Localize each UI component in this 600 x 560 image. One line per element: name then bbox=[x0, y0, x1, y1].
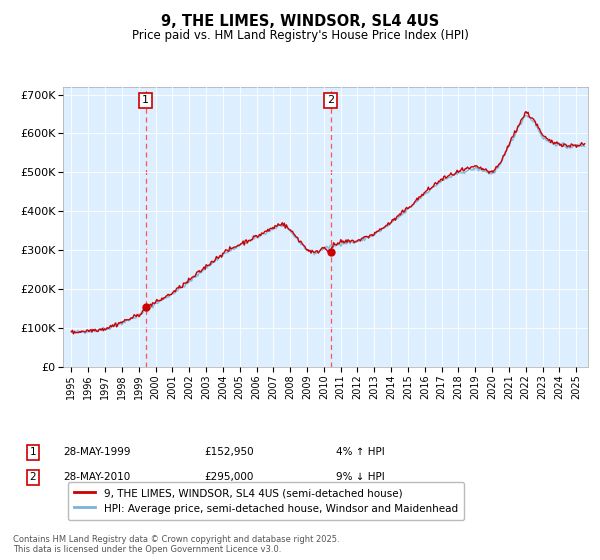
Text: 9% ↓ HPI: 9% ↓ HPI bbox=[336, 472, 385, 482]
Text: 9, THE LIMES, WINDSOR, SL4 4US: 9, THE LIMES, WINDSOR, SL4 4US bbox=[161, 14, 439, 29]
Legend: 9, THE LIMES, WINDSOR, SL4 4US (semi-detached house), HPI: Average price, semi-d: 9, THE LIMES, WINDSOR, SL4 4US (semi-det… bbox=[68, 482, 464, 520]
Text: 28-MAY-2010: 28-MAY-2010 bbox=[63, 472, 130, 482]
Text: Contains HM Land Registry data © Crown copyright and database right 2025.
This d: Contains HM Land Registry data © Crown c… bbox=[13, 535, 340, 554]
Text: 2: 2 bbox=[327, 95, 334, 105]
Text: 4% ↑ HPI: 4% ↑ HPI bbox=[336, 447, 385, 458]
Text: 28-MAY-1999: 28-MAY-1999 bbox=[63, 447, 131, 458]
Text: 1: 1 bbox=[29, 447, 37, 458]
Text: £152,950: £152,950 bbox=[204, 447, 254, 458]
Text: 2: 2 bbox=[29, 472, 37, 482]
Text: 1: 1 bbox=[142, 95, 149, 105]
Text: Price paid vs. HM Land Registry's House Price Index (HPI): Price paid vs. HM Land Registry's House … bbox=[131, 29, 469, 42]
Text: £295,000: £295,000 bbox=[204, 472, 253, 482]
